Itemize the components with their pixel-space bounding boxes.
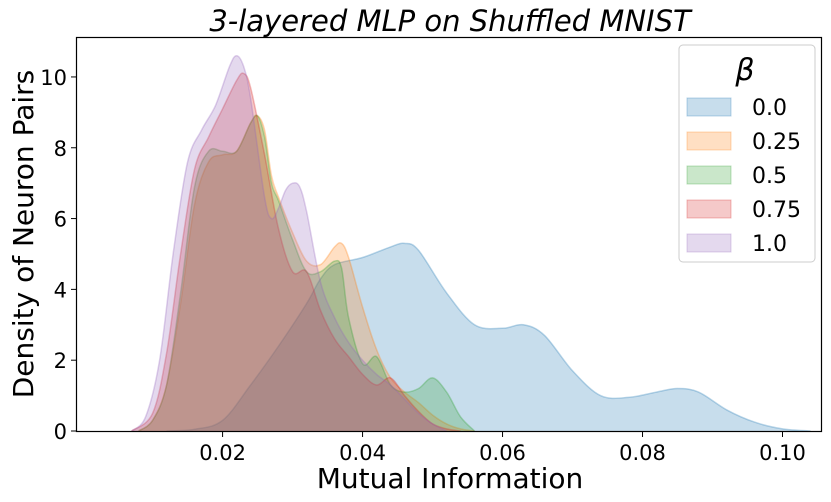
x-tick-label: 0.08 [619,441,666,465]
y-axis-ticks: 0 2 4 6 8 10 [40,66,77,444]
y-tick-label: 2 [54,349,67,373]
legend-swatch-beta-0.25 [686,131,732,151]
legend-label-beta-0.25: 0.25 [752,130,801,155]
y-tick-label: 0 [54,420,67,444]
y-tick-label: 10 [40,66,67,90]
legend-label-beta-1.0: 1.0 [752,232,787,257]
y-tick-label: 4 [54,278,67,302]
legend-items: 0.0 0.25 0.5 0.75 1.0 [686,96,801,257]
density-area-beta-0.0 [166,243,811,431]
density-areas [131,54,811,432]
chart-title: 3-layered MLP on Shuffled MNIST [209,4,693,38]
legend-swatch-beta-0.5 [686,165,732,185]
x-tick-label: 0.04 [339,441,386,465]
x-tick-label: 0.06 [479,441,526,465]
legend-frame [678,44,816,263]
legend-label-beta-0.5: 0.5 [752,164,787,189]
x-axis-ticks: 0.02 0.04 0.06 0.08 0.10 [199,431,806,465]
density-line-beta-0.25 [138,114,475,432]
legend-label-beta-0.75: 0.75 [752,198,801,223]
plot-frame [75,36,823,433]
density-line-beta-0.5 [138,114,476,432]
y-tick-label: 8 [54,137,67,161]
density-area-beta-1.0 [131,55,447,431]
legend-label-beta-0.0: 0.0 [752,96,787,121]
x-tick-label: 0.10 [759,441,806,465]
density-line-beta-1.0 [131,54,447,432]
legend-swatch-beta-0.75 [686,199,732,219]
legend-swatch-beta-1.0 [686,233,732,253]
density-line-beta-0.0 [166,242,811,432]
y-tick-label: 6 [54,208,67,232]
density-line-beta-0.75 [131,72,461,432]
density-area-beta-0.25 [138,115,475,431]
legend: β 0.0 0.25 0.5 0.75 1.0 [678,44,816,263]
legend-title: β [734,53,754,88]
y-axis-label: Density of Neuron Pairs [7,70,40,399]
legend-swatch-beta-0.0 [686,97,732,117]
density-area-beta-0.5 [138,115,475,431]
density-area-beta-0.75 [131,73,461,431]
x-tick-label: 0.02 [199,441,246,465]
x-axis-label: Mutual Information [317,462,584,495]
